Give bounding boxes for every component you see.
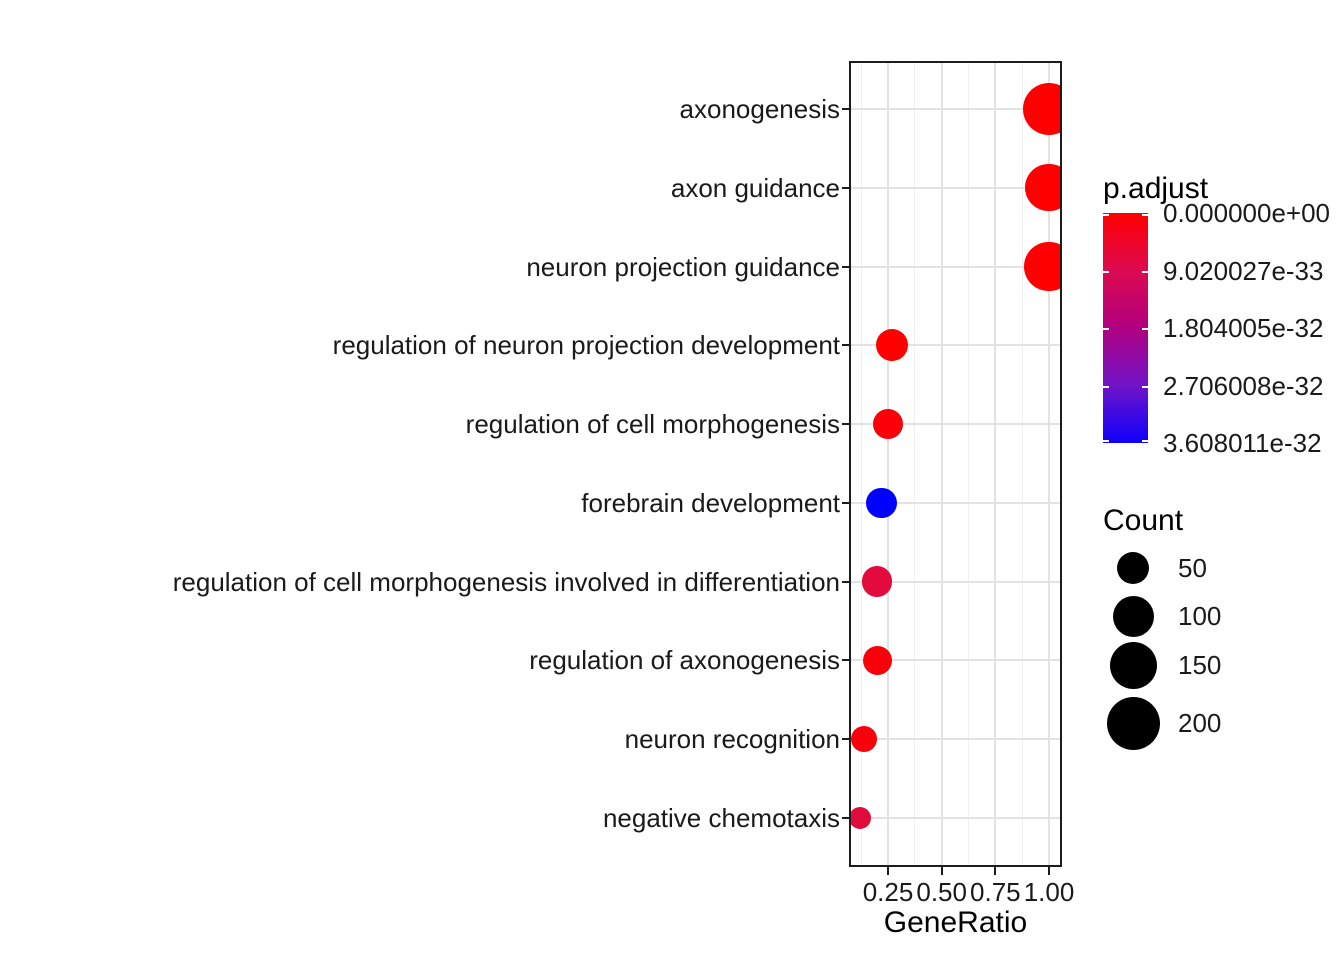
x-axis-tick: [1048, 866, 1051, 875]
gridline-y-major: [851, 659, 1060, 662]
gradient-tick-right: [1142, 440, 1148, 442]
x-axis-tick: [994, 866, 997, 875]
count-legend-circle: [1112, 595, 1154, 637]
padjust-tick-label: 9.020027e-33: [1163, 255, 1324, 286]
gridline-x-major: [1048, 63, 1051, 865]
count-legend-circle: [1117, 552, 1149, 584]
gradient-tick-left: [1103, 328, 1109, 330]
y-axis-tick: [842, 580, 851, 583]
y-axis-label: regulation of neuron projection developm…: [332, 330, 840, 361]
y-axis-tick: [842, 186, 851, 189]
data-point: [1024, 241, 1060, 292]
y-axis-label: neuron projection guidance: [526, 251, 840, 282]
gridline-y-major: [851, 265, 1060, 268]
x-axis-tick-label: 1.00: [1023, 877, 1075, 907]
gridline-y-major: [851, 108, 1060, 110]
padjust-tick-label: 1.804005e-32: [1163, 313, 1324, 343]
data-point: [862, 645, 892, 676]
gridline-y-major: [851, 501, 1060, 504]
x-axis-tick: [887, 866, 889, 875]
y-axis-label: regulation of cell morphogenesis involve…: [172, 566, 840, 597]
gridline-x-major: [940, 63, 943, 865]
gridline-y-major: [851, 344, 1060, 347]
gridline-x-minor: [860, 63, 862, 865]
data-point: [1025, 164, 1060, 212]
y-axis-tick: [842, 816, 851, 819]
gridline-x-minor: [914, 63, 916, 865]
y-axis-tick: [842, 659, 851, 662]
y-axis-tick: [842, 108, 851, 110]
padjust-gradient-bar: [1103, 213, 1148, 443]
y-axis-label: regulation of cell morphogenesis: [465, 409, 840, 440]
gridline-x-major: [994, 63, 997, 865]
count-legend-circle: [1106, 696, 1160, 750]
gridline-y-major: [851, 738, 1060, 741]
gradient-tick-left: [1103, 385, 1109, 388]
x-axis-tick-label: 0.50: [916, 877, 967, 907]
y-axis-label: axonogenesis: [679, 94, 840, 124]
gradient-tick-left: [1103, 270, 1109, 273]
y-axis-tick: [842, 344, 851, 347]
data-point: [851, 726, 878, 753]
gradient-tick-right: [1142, 214, 1148, 216]
data-point: [1023, 83, 1060, 135]
data-point: [866, 487, 897, 518]
x-axis-tick-label: 0.75: [970, 877, 1021, 907]
plot-panel: [851, 63, 1060, 865]
y-axis-label: neuron recognition: [624, 724, 840, 755]
gridline-x-major: [887, 63, 889, 865]
x-axis-tick-label: 0.25: [862, 877, 914, 907]
count-legend-label: 50: [1178, 553, 1207, 583]
gridline-y-major: [851, 423, 1060, 426]
data-point: [851, 806, 872, 830]
gradient-tick-right: [1142, 270, 1148, 273]
gridline-y-major: [851, 186, 1060, 189]
gridline-y-major: [851, 580, 1060, 583]
gradient-tick-left: [1103, 440, 1109, 442]
y-axis-label: axon guidance: [670, 172, 840, 203]
y-axis-tick: [842, 265, 851, 268]
padjust-tick-label: 2.706008e-32: [1163, 370, 1324, 401]
x-axis-title: GeneRatio: [883, 906, 1028, 939]
data-point: [872, 408, 904, 440]
gridline-x-minor: [1021, 63, 1023, 865]
legend-count-title: Count: [1103, 504, 1184, 537]
gridline-x-minor: [968, 63, 969, 865]
y-axis-label: negative chemotaxis: [602, 802, 840, 833]
gridline-y-major: [851, 816, 1060, 819]
count-legend-label: 100: [1178, 601, 1222, 631]
gradient-tick-right: [1142, 328, 1148, 330]
data-point: [862, 566, 893, 597]
y-axis-tick: [842, 423, 851, 426]
x-axis-tick: [940, 866, 943, 875]
y-axis-tick: [842, 501, 851, 504]
padjust-tick-label: 3.608011e-32: [1163, 428, 1322, 458]
gradient-tick-right: [1142, 385, 1148, 388]
data-point: [876, 329, 909, 362]
y-axis-tick: [842, 738, 851, 741]
padjust-tick-label: 0.000000e+00: [1163, 198, 1331, 228]
count-legend-circle: [1109, 641, 1157, 689]
count-legend-label: 150: [1178, 650, 1222, 680]
y-axis-label: forebrain development: [581, 487, 840, 518]
gradient-tick-left: [1103, 214, 1109, 216]
count-legend-label: 200: [1178, 708, 1222, 738]
y-axis-label: regulation of axonogenesis: [529, 645, 840, 676]
legend-padjust-title: p.adjust: [1103, 172, 1209, 205]
